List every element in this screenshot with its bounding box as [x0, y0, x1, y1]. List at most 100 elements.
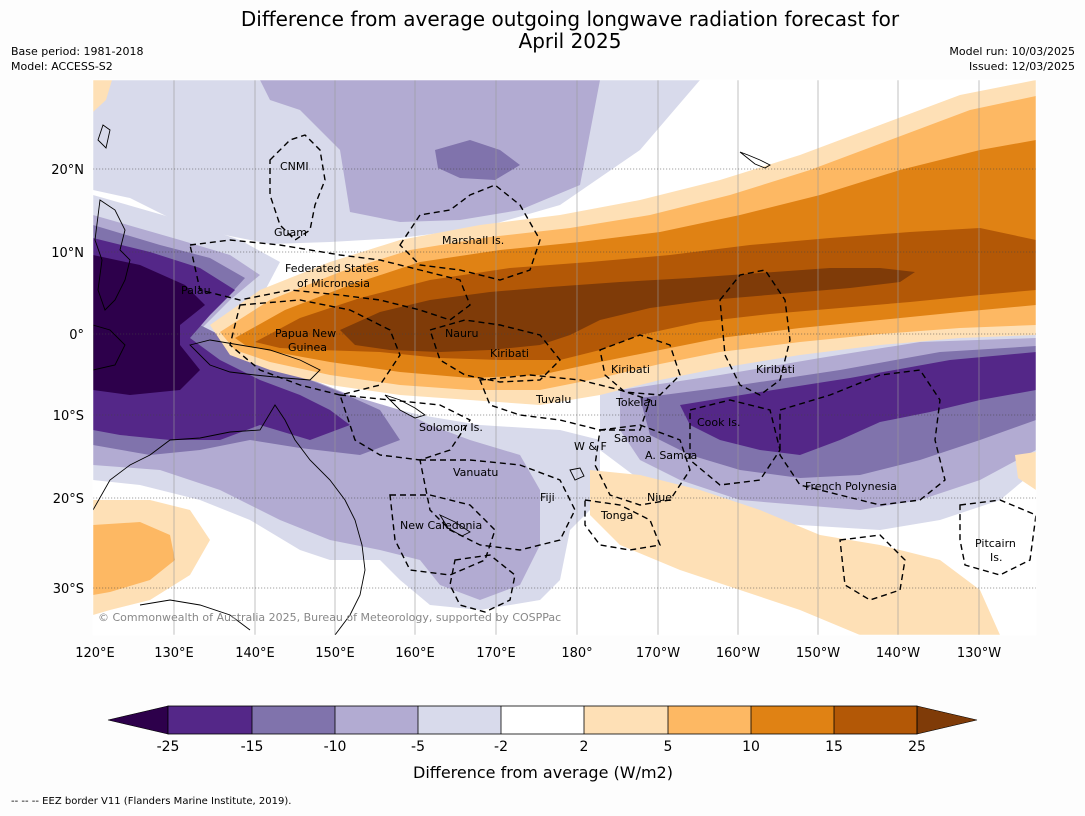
place-labels: CNMI Guam Marshall Is. Federated States … — [181, 160, 1016, 564]
label-guam: Guam — [274, 226, 307, 239]
colorbar-segment — [252, 706, 335, 734]
eez-cook — [689, 399, 781, 486]
colorbar-segment — [751, 706, 834, 734]
label-fiji: Fiji — [540, 491, 555, 504]
eez-austral — [839, 534, 906, 601]
label-niue: Niue — [647, 491, 672, 504]
eez-vanuatu-fiji — [419, 459, 576, 551]
label-png-line-1: Papua New — [275, 327, 336, 340]
lon-label: 160°W — [716, 646, 760, 661]
colorbar-tick: -25 — [157, 739, 180, 755]
label-samoa: Samoa — [614, 432, 652, 445]
colorbar-tick: -5 — [411, 739, 425, 755]
label-wallis-futuna: W & F — [574, 440, 607, 453]
colorbar-segment — [584, 706, 668, 734]
lon-label: 130°E — [154, 646, 194, 661]
lon-label: 170°W — [636, 646, 680, 661]
fiji-coast — [569, 467, 585, 481]
label-tuvalu: Tuvalu — [535, 393, 571, 406]
map-panel: © Commonwealth of Australia 2025, Bureau… — [93, 80, 1036, 635]
anomaly-patch-northwest-pale-orange — [93, 80, 112, 112]
eez-solomon — [338, 394, 472, 461]
label-new-caledonia: New Caledonia — [400, 519, 482, 532]
colorbar-frame — [167, 705, 918, 735]
colorbar-segment — [668, 706, 751, 734]
lon-label: 130°W — [957, 646, 1001, 661]
philippines-coast — [94, 199, 131, 311]
meta-left: Base period: 1981-2018 Model: ACCESS-S2 — [11, 44, 143, 74]
anomaly-region-west-darkest-purple — [93, 255, 205, 395]
australia-coast — [93, 404, 366, 635]
eez-marshall — [399, 184, 541, 281]
label-fsm-line-1: Federated States — [285, 262, 379, 275]
label-kiribati-line: Kiribati — [756, 363, 795, 376]
new-zealand-coast — [139, 599, 251, 631]
anomaly-region-darkest-orange — [340, 268, 915, 352]
label-vanuatu: Vanuatu — [453, 466, 498, 479]
label-palau: Palau — [181, 284, 211, 297]
lat-label: 20°S — [53, 492, 84, 507]
colorbar-label: Difference from average (W/m2) — [413, 763, 673, 782]
title-line-2: April 2025 — [518, 29, 622, 53]
lat-label: 20°N — [51, 163, 84, 178]
colorbar-dividers — [251, 706, 835, 734]
meta-right: Model run: 10/03/2025 Issued: 12/03/2025 — [949, 44, 1075, 74]
lat-label: 10°N — [51, 246, 84, 261]
colorbar-tick: 15 — [825, 739, 843, 755]
anomaly-patch-east-pale-orange — [1015, 452, 1036, 490]
lon-label: 140°E — [235, 646, 275, 661]
eez-samoa-niue — [594, 424, 691, 506]
eez-nauru-kiribati — [429, 319, 561, 383]
colorbar-segment — [335, 706, 418, 734]
label-pitcairn-line-1: Pitcairn — [975, 537, 1016, 550]
eez-kiribati-line — [719, 269, 791, 396]
parallel-lines — [93, 168, 1036, 589]
colorbar-ticks: -25 -15 -10 -5 -2 2 5 10 15 25 — [157, 739, 926, 755]
anomaly-region-north-light-purple — [260, 80, 600, 222]
eez-pitcairn — [959, 499, 1036, 576]
colorbar-segment — [834, 706, 917, 734]
map-frame — [92, 79, 1037, 636]
base-period: Base period: 1981-2018 — [11, 45, 144, 58]
label-marshall-islands: Marshall Is. — [442, 234, 504, 247]
lat-label: 30°S — [53, 582, 84, 597]
lon-label: 170°E — [476, 646, 516, 661]
eez-kermadec — [449, 554, 516, 613]
anomaly-patch-north-west — [210, 80, 260, 125]
eez-micronesia — [189, 239, 471, 321]
lon-label: 150°E — [315, 646, 355, 661]
hawaii-coast — [739, 151, 771, 169]
anomaly-region-north-mid-purple — [435, 140, 520, 180]
eez-cnmi-guam — [269, 134, 326, 241]
lat-label: 10°S — [53, 409, 84, 424]
colorbar-segment — [168, 706, 252, 734]
solomon-coast — [384, 394, 427, 419]
issued-date: Issued: 12/03/2025 — [968, 60, 1075, 73]
anomaly-region-east-dark-purple — [680, 352, 1036, 455]
eez-kiribati-phoenix — [599, 334, 681, 396]
label-kiribati-phoenix: Kiribati — [611, 363, 650, 376]
lat-label: 0° — [69, 328, 84, 343]
latitude-axis: 20°N 10°N 0° 10°S 20°S 30°S — [51, 163, 84, 597]
taiwan-coast — [97, 124, 111, 149]
label-png-line-2: Guinea — [288, 341, 327, 354]
label-french-polynesia: French Polynesia — [805, 480, 897, 493]
meridian-lines — [173, 80, 980, 635]
eez-png — [229, 299, 401, 396]
eez-borders — [189, 134, 1036, 613]
colorbar-extend-low — [107, 705, 169, 735]
colorbar-segment — [418, 706, 501, 734]
lon-label: 120°E — [75, 646, 115, 661]
borneo-coast — [93, 324, 126, 371]
eez-tuvalu-tokelau — [479, 374, 651, 431]
anomaly-patch-southwest-light-orange — [93, 522, 175, 595]
copyright-text: © Commonwealth of Australia 2025, Bureau… — [98, 611, 561, 624]
coastlines — [93, 124, 771, 635]
colorbar-tick: 5 — [664, 739, 673, 755]
map-title: Difference from average outgoing longwav… — [0, 8, 1085, 52]
model-run: Model run: 10/03/2025 — [949, 45, 1075, 58]
label-cook-islands: Cook Is. — [697, 416, 740, 429]
label-fsm-line-2: of Micronesia — [297, 277, 370, 290]
colorbar-segment — [501, 706, 584, 734]
model-name: Model: ACCESS-S2 — [11, 60, 113, 73]
